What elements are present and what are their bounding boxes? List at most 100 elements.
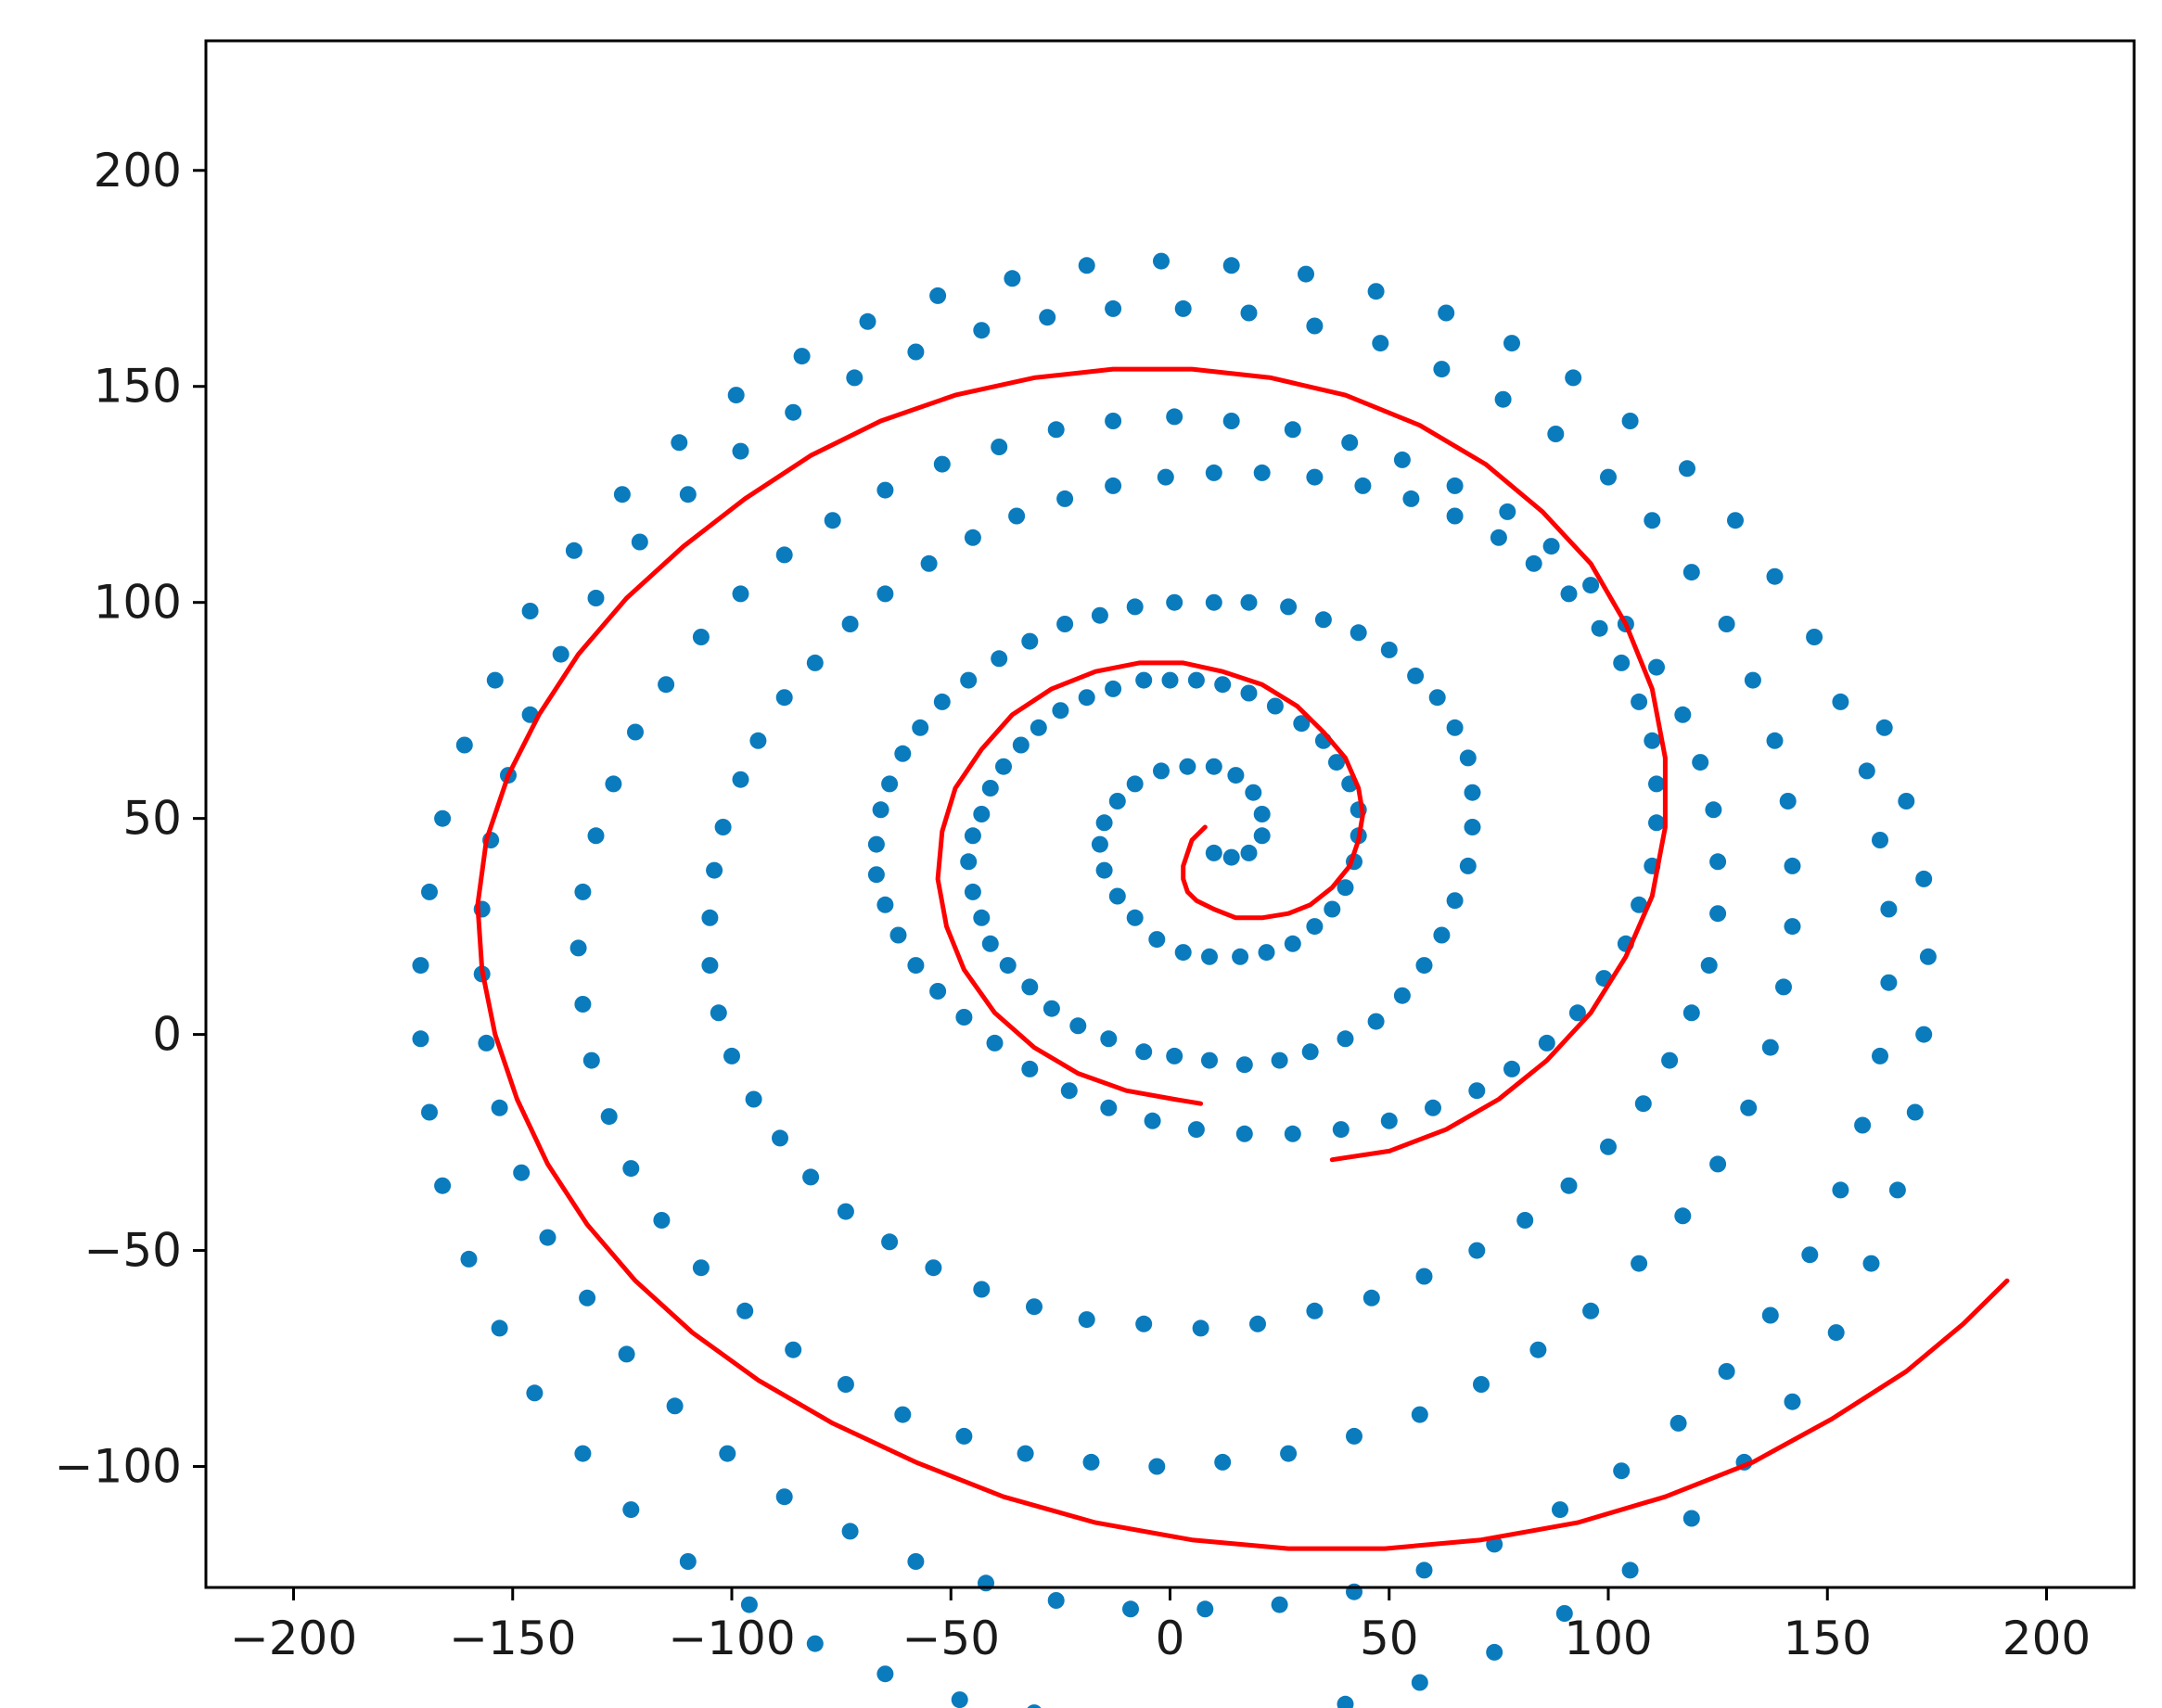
data-point — [671, 434, 688, 452]
data-point — [925, 1259, 942, 1277]
data-point — [867, 835, 885, 853]
data-point — [1600, 468, 1617, 486]
data-point — [881, 775, 899, 793]
data-point — [841, 616, 859, 632]
spiral-curve-segment — [935, 660, 1365, 1106]
data-point — [1411, 1406, 1428, 1423]
data-point — [1634, 1095, 1652, 1113]
data-point — [1875, 719, 1893, 736]
data-point — [846, 369, 864, 387]
data-point — [1411, 1674, 1428, 1691]
data-point — [1240, 844, 1258, 861]
data-point — [1525, 554, 1542, 572]
data-point — [1503, 1060, 1520, 1077]
data-point — [526, 1384, 544, 1402]
data-point — [1205, 593, 1222, 611]
data-point — [1105, 413, 1122, 429]
data-point — [876, 585, 894, 603]
data-point — [793, 348, 811, 365]
data-point — [1372, 335, 1389, 352]
data-point — [1709, 853, 1727, 871]
data-point — [1631, 896, 1648, 913]
data-point — [991, 650, 1008, 668]
data-point — [889, 926, 907, 944]
data-point — [1328, 754, 1345, 771]
data-point — [1196, 1600, 1214, 1618]
data-point — [1582, 1302, 1600, 1319]
data-point — [1468, 1082, 1486, 1100]
data-point — [1503, 335, 1520, 352]
data-point — [706, 861, 723, 879]
y-tick-label: 100 — [94, 576, 182, 630]
data-point — [1740, 1099, 1758, 1116]
data-point — [1705, 801, 1722, 819]
data-point — [1486, 1643, 1503, 1661]
data-point — [1538, 1034, 1555, 1052]
data-point — [1613, 1462, 1631, 1480]
data-point — [1166, 593, 1183, 611]
data-point — [933, 455, 951, 473]
data-point — [653, 1212, 671, 1229]
data-point — [1858, 762, 1875, 780]
data-point — [894, 1406, 912, 1423]
data-point — [1648, 658, 1665, 676]
data-point — [613, 486, 631, 503]
data-point — [1915, 870, 1933, 887]
data-point — [666, 1397, 684, 1415]
data-point — [1346, 1427, 1362, 1445]
data-point — [1468, 1242, 1486, 1259]
data-point — [881, 1233, 899, 1251]
data-point — [679, 486, 697, 503]
data-point — [1135, 671, 1153, 689]
data-point — [785, 1341, 802, 1358]
data-point — [1415, 957, 1433, 975]
data-point — [1880, 900, 1898, 918]
x-tick-label: 100 — [1564, 1612, 1652, 1665]
data-point — [1648, 775, 1665, 793]
data-point — [1766, 732, 1784, 749]
data-point — [1240, 304, 1258, 322]
data-point — [1293, 715, 1311, 733]
data-point — [991, 439, 1008, 455]
data-point — [1784, 857, 1801, 874]
data-point — [986, 1034, 1004, 1052]
data-point — [785, 403, 802, 421]
data-point — [1314, 611, 1332, 629]
data-point — [872, 801, 889, 819]
data-point — [1004, 270, 1021, 287]
data-point — [1784, 1393, 1801, 1410]
data-point — [1161, 671, 1179, 689]
data-point — [907, 343, 925, 361]
data-point — [1761, 1306, 1779, 1324]
data-point — [1060, 1082, 1078, 1100]
data-point — [714, 819, 732, 835]
data-point — [486, 671, 504, 689]
data-point — [929, 983, 947, 1000]
data-point — [1012, 736, 1030, 754]
data-point — [775, 689, 793, 707]
data-point — [460, 1250, 478, 1268]
data-point — [1337, 1695, 1354, 1708]
data-point — [802, 1168, 820, 1186]
data-point — [455, 736, 473, 754]
data-point — [981, 780, 999, 797]
data-point — [1253, 806, 1271, 822]
data-point — [434, 809, 452, 827]
data-point — [1350, 624, 1367, 642]
data-point — [1253, 464, 1271, 481]
data-point — [1560, 585, 1578, 603]
data-point — [1027, 1704, 1042, 1708]
data-point — [876, 1665, 894, 1683]
data-point — [1095, 861, 1113, 879]
data-point — [600, 1108, 618, 1126]
plot-content — [412, 252, 2010, 1708]
data-point — [1761, 1039, 1779, 1056]
data-point — [579, 1289, 596, 1306]
data-point — [1091, 606, 1108, 624]
data-point — [1227, 767, 1245, 784]
data-point — [894, 745, 912, 762]
x-tick-label: 50 — [1360, 1612, 1419, 1665]
data-point — [1648, 814, 1665, 832]
data-point — [1473, 1376, 1490, 1393]
data-point — [1030, 719, 1047, 736]
